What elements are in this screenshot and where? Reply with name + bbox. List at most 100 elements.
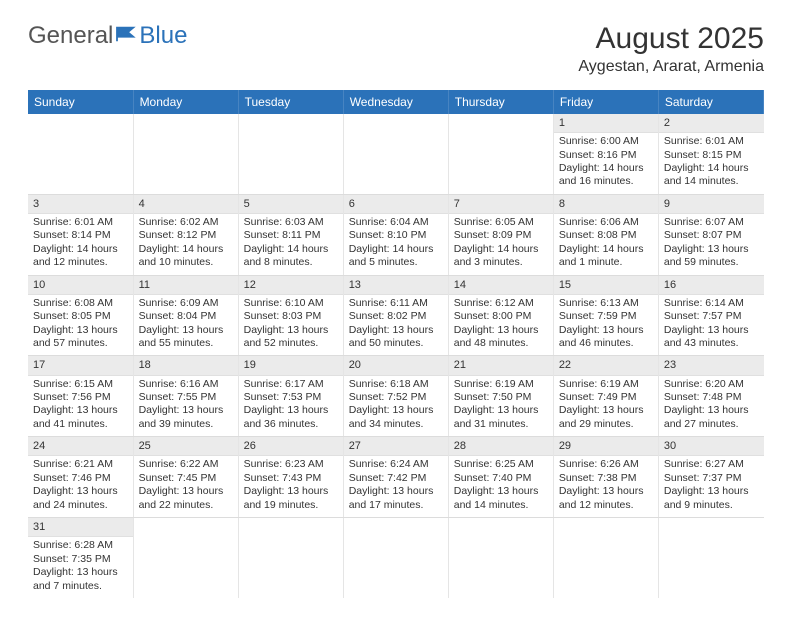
day-detail: Sunrise: 6:08 AMSunset: 8:05 PMDaylight:… <box>28 295 133 356</box>
header: General Blue August 2025 Aygestan, Arara… <box>28 22 764 76</box>
day-detail: Sunrise: 6:26 AMSunset: 7:38 PMDaylight:… <box>554 456 658 517</box>
weekday-header: Thursday <box>448 90 553 114</box>
calendar-row: 1 Sunrise: 6:00 AMSunset: 8:16 PM Daylight… <box>28 114 764 194</box>
day-line: and 57 minutes. <box>33 337 128 350</box>
day-line: Daylight: 13 hours <box>33 566 128 579</box>
flag-icon <box>115 22 137 50</box>
day-number: 1 <box>554 114 658 133</box>
calendar-cell: 30Sunrise: 6:27 AMSunset: 7:37 PMDayligh… <box>658 437 763 518</box>
day-line: Sunrise: 6:21 AM <box>33 458 128 471</box>
logo-text-1: General <box>28 22 113 50</box>
day-line: and 9 minutes. <box>664 499 759 512</box>
day-line: Sunrise: 6:01 AM <box>664 135 759 148</box>
day-line: Sunset: 7:48 PM <box>664 391 759 404</box>
day-line: Sunset: 7:40 PM <box>454 472 548 485</box>
day-line: and 24 minutes. <box>33 499 128 512</box>
calendar-cell: 16Sunrise: 6:14 AMSunset: 7:57 PMDayligh… <box>658 275 763 356</box>
day-detail: Sunrise: 6:20 AMSunset: 7:48 PMDaylight:… <box>659 376 764 437</box>
day-line: Sunset: 7:59 PM <box>559 310 653 323</box>
day-number: 28 <box>449 437 553 456</box>
day-line: Sunset: 7:45 PM <box>139 472 233 485</box>
day-line: and 36 minutes. <box>244 418 338 431</box>
day-line: Daylight: 13 hours <box>454 485 548 498</box>
day-number: 7 <box>449 195 553 214</box>
day-line: Sunset: 8:02 PM <box>349 310 443 323</box>
day-line: Daylight: 13 hours <box>349 485 443 498</box>
day-line: Daylight: 14 hours <box>349 243 443 256</box>
day-line: and 14 minutes. <box>664 175 759 188</box>
day-line: and 10 minutes. <box>139 256 233 269</box>
day-line: Daylight: 14 hours <box>33 243 128 256</box>
day-line: Sunset: 7:56 PM <box>33 391 128 404</box>
day-line: Daylight: 13 hours <box>244 324 338 337</box>
day-line: Daylight: 13 hours <box>454 324 548 337</box>
day-line: Sunrise: 6:19 AM <box>454 378 548 391</box>
day-line: and 7 minutes. <box>33 580 128 593</box>
calendar-cell <box>553 518 658 598</box>
day-line: and 12 minutes. <box>33 256 128 269</box>
day-line: Sunrise: 6:08 AM <box>33 297 128 310</box>
day-detail: Sunrise: 6:04 AMSunset: 8:10 PMDaylight:… <box>344 214 448 275</box>
day-detail: Sunrise: 6:14 AMSunset: 7:57 PMDaylight:… <box>659 295 764 356</box>
calendar-row: 31Sunrise: 6:28 AMSunset: 7:35 PMDayligh… <box>28 518 764 598</box>
day-line: Sunset: 8:11 PM <box>244 229 338 242</box>
day-line: and 1 minute. <box>559 256 653 269</box>
day-detail: Sunrise: 6:01 AMSunset: 8:14 PMDaylight:… <box>28 214 133 275</box>
day-line: and 39 minutes. <box>139 418 233 431</box>
day-line: Daylight: 13 hours <box>139 324 233 337</box>
weekday-header: Monday <box>133 90 238 114</box>
day-line: Sunset: 7:38 PM <box>559 472 653 485</box>
day-number: 17 <box>28 356 133 375</box>
day-line: Sunrise: 6:07 AM <box>664 216 759 229</box>
day-line: Sunset: 7:37 PM <box>664 472 759 485</box>
day-line: Daylight: 14 hours <box>559 243 653 256</box>
day-detail: Sunrise: 6:11 AMSunset: 8:02 PMDaylight:… <box>344 295 448 356</box>
day-line: Sunrise: 6:00 AM <box>559 135 653 148</box>
day-line: and 52 minutes. <box>244 337 338 350</box>
day-line: Sunset: 8:16 PM <box>559 149 653 162</box>
day-line: Sunrise: 6:10 AM <box>244 297 338 310</box>
day-detail: Sunrise: 6:17 AMSunset: 7:53 PMDaylight:… <box>239 376 343 437</box>
day-detail: Sunrise: 6:06 AMSunset: 8:08 PMDaylight:… <box>554 214 658 275</box>
day-line: Sunrise: 6:09 AM <box>139 297 233 310</box>
day-line: Sunrise: 6:26 AM <box>559 458 653 471</box>
calendar-cell: 25Sunrise: 6:22 AMSunset: 7:45 PMDayligh… <box>133 437 238 518</box>
day-number: 2 <box>659 114 764 133</box>
day-line: Sunset: 8:05 PM <box>33 310 128 323</box>
day-line: and 12 minutes. <box>559 499 653 512</box>
calendar-cell: 7Sunrise: 6:05 AMSunset: 8:09 PMDaylight… <box>448 194 553 275</box>
day-line: Sunrise: 6:16 AM <box>139 378 233 391</box>
day-line: and 16 minutes. <box>559 175 653 188</box>
day-number: 23 <box>659 356 764 375</box>
day-detail: Sunrise: 6:19 AMSunset: 7:50 PMDaylight:… <box>449 376 553 437</box>
calendar-cell <box>238 518 343 598</box>
day-number: 24 <box>28 437 133 456</box>
day-detail: Sunrise: 6:03 AMSunset: 8:11 PMDaylight:… <box>239 214 343 275</box>
day-line: and 27 minutes. <box>664 418 759 431</box>
calendar-cell: 17Sunrise: 6:15 AMSunset: 7:56 PMDayligh… <box>28 356 133 437</box>
calendar-cell: 22Sunrise: 6:19 AMSunset: 7:49 PMDayligh… <box>553 356 658 437</box>
day-number: 29 <box>554 437 658 456</box>
calendar-row: 3Sunrise: 6:01 AMSunset: 8:14 PMDaylight… <box>28 194 764 275</box>
day-line: Sunrise: 6:05 AM <box>454 216 548 229</box>
day-line: Daylight: 14 hours <box>664 162 759 175</box>
day-line: Daylight: 13 hours <box>559 324 653 337</box>
day-line: Daylight: 14 hours <box>139 243 233 256</box>
day-detail: Sunrise: 6:01 AMSunset: 8:15 PMDaylight:… <box>659 133 764 194</box>
day-line: Sunset: 8:04 PM <box>139 310 233 323</box>
day-line: Sunrise: 6:13 AM <box>559 297 653 310</box>
day-line: Sunset: 7:53 PM <box>244 391 338 404</box>
calendar-cell: 5Sunrise: 6:03 AMSunset: 8:11 PMDaylight… <box>238 194 343 275</box>
calendar-cell <box>238 114 343 194</box>
day-line: and 22 minutes. <box>139 499 233 512</box>
day-number: 15 <box>554 276 658 295</box>
day-number: 8 <box>554 195 658 214</box>
calendar-cell <box>343 114 448 194</box>
day-line: and 29 minutes. <box>559 418 653 431</box>
day-line: and 55 minutes. <box>139 337 233 350</box>
day-line: Sunrise: 6:15 AM <box>33 378 128 391</box>
calendar-cell <box>133 518 238 598</box>
day-line: Sunrise: 6:25 AM <box>454 458 548 471</box>
day-line: and 19 minutes. <box>244 499 338 512</box>
day-detail: Sunrise: 6:12 AMSunset: 8:00 PMDaylight:… <box>449 295 553 356</box>
